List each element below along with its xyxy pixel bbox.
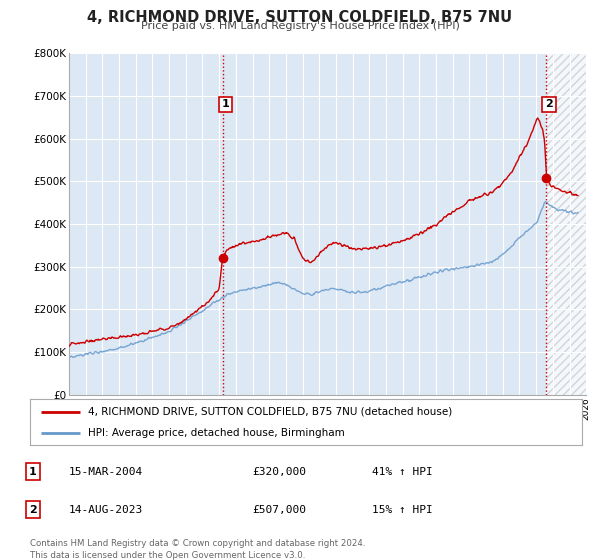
Text: HPI: Average price, detached house, Birmingham: HPI: Average price, detached house, Birm…	[88, 428, 345, 438]
Text: £320,000: £320,000	[252, 466, 306, 477]
Bar	[547, 53, 586, 395]
Text: £507,000: £507,000	[252, 505, 306, 515]
Text: 2: 2	[29, 505, 37, 515]
Text: 1: 1	[29, 466, 37, 477]
Text: 1: 1	[221, 100, 229, 109]
Text: 15% ↑ HPI: 15% ↑ HPI	[372, 505, 433, 515]
Text: 4, RICHMOND DRIVE, SUTTON COLDFIELD, B75 7NU (detached house): 4, RICHMOND DRIVE, SUTTON COLDFIELD, B75…	[88, 407, 452, 417]
Bar	[547, 53, 586, 395]
Text: 41% ↑ HPI: 41% ↑ HPI	[372, 466, 433, 477]
Text: Price paid vs. HM Land Registry's House Price Index (HPI): Price paid vs. HM Land Registry's House …	[140, 21, 460, 31]
Text: 4, RICHMOND DRIVE, SUTTON COLDFIELD, B75 7NU: 4, RICHMOND DRIVE, SUTTON COLDFIELD, B75…	[88, 10, 512, 25]
Text: 14-AUG-2023: 14-AUG-2023	[69, 505, 143, 515]
Text: 15-MAR-2004: 15-MAR-2004	[69, 466, 143, 477]
Text: 2: 2	[545, 100, 553, 109]
Text: Contains HM Land Registry data © Crown copyright and database right 2024.
This d: Contains HM Land Registry data © Crown c…	[30, 539, 365, 559]
